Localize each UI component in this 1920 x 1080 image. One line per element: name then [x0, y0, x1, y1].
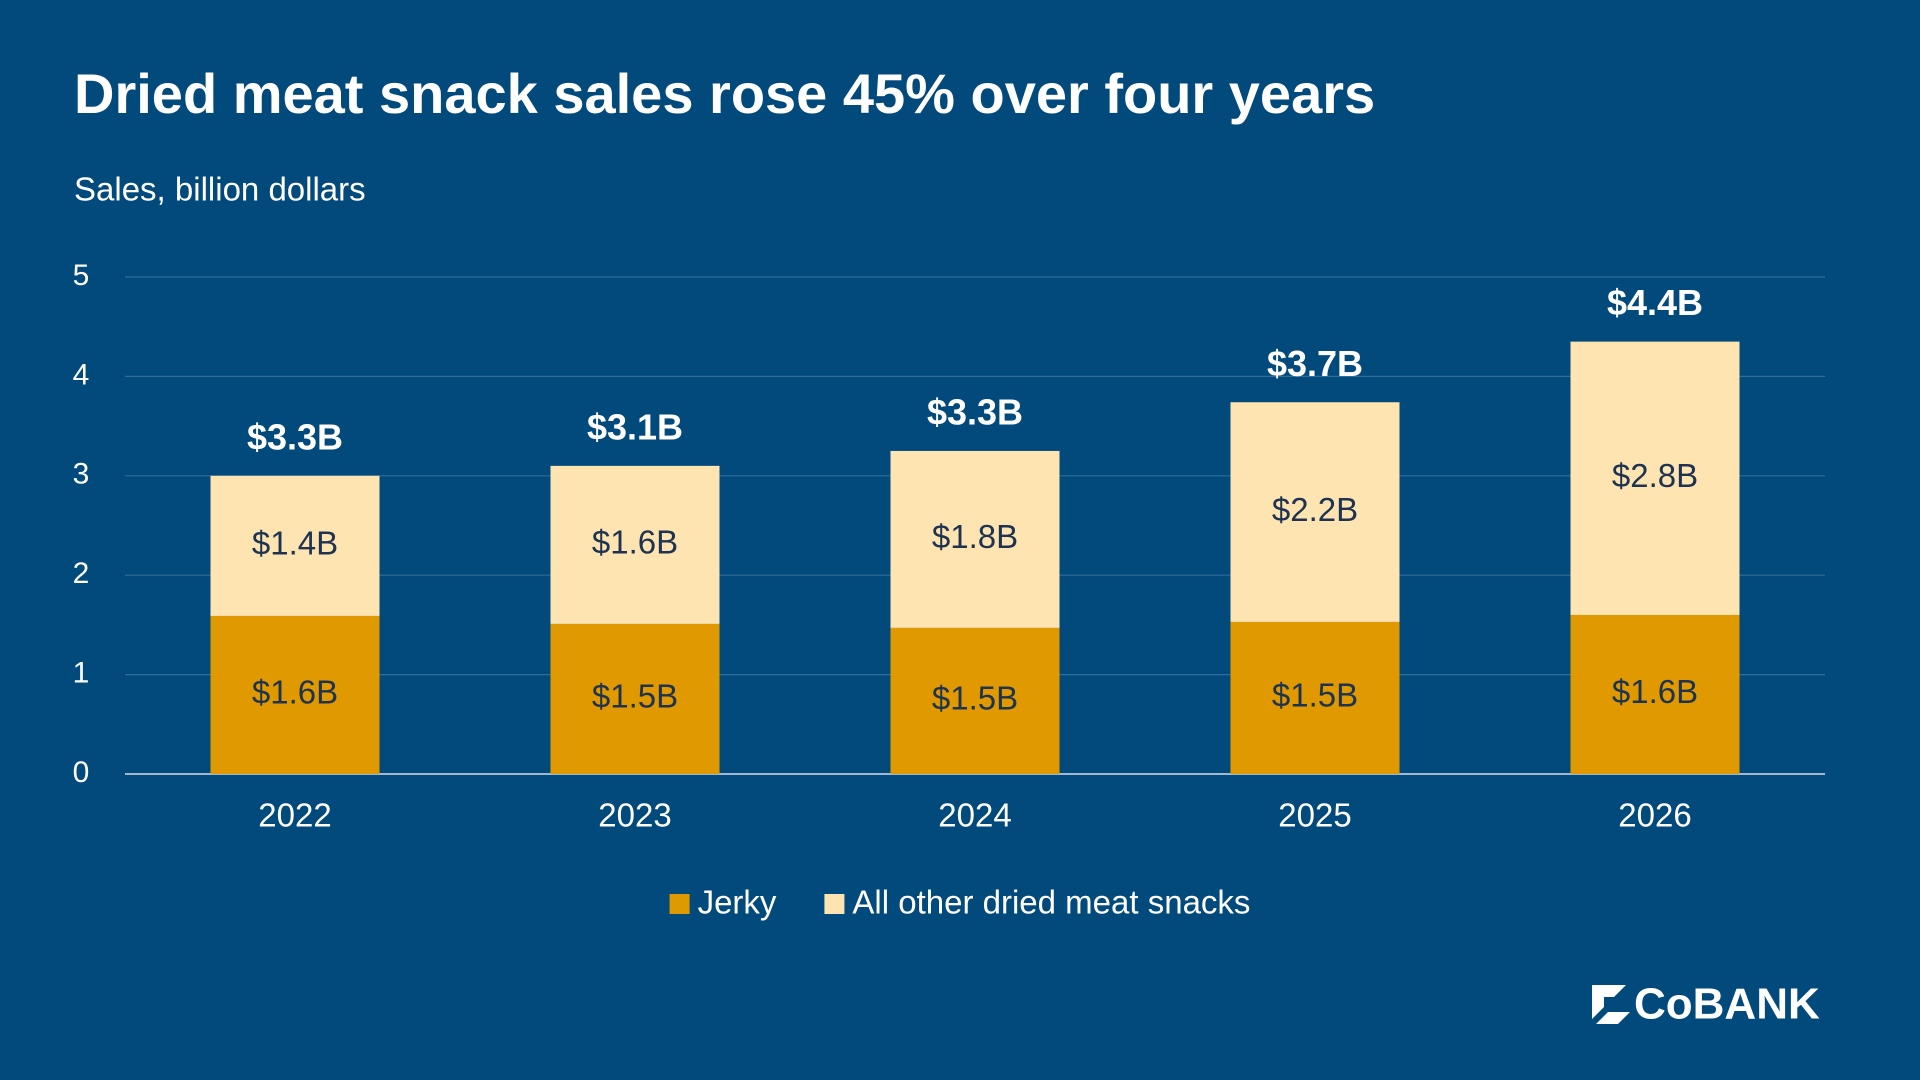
logo: CoBANK — [1592, 980, 1820, 1029]
bar-segment — [1230, 402, 1400, 622]
bar-segment — [1570, 341, 1740, 615]
value-label: $1.6B — [252, 674, 338, 711]
x-tick-label: 2024 — [938, 797, 1011, 834]
value-label: $1.6B — [592, 524, 678, 561]
x-tick-label: 2022 — [258, 797, 331, 834]
y-tick-label: 0 — [73, 756, 90, 789]
bar-segment — [1570, 614, 1740, 774]
value-label: $1.6B — [1612, 673, 1698, 710]
total-label: $4.4B — [1607, 282, 1703, 323]
logo-mark — [1592, 985, 1630, 1024]
bar-segment — [890, 450, 1060, 628]
x-tick-label: 2026 — [1618, 797, 1691, 834]
y-tick-label: 1 — [73, 657, 90, 690]
value-label: $1.8B — [932, 518, 1018, 555]
y-tick-label: 2 — [73, 557, 90, 590]
value-label: $1.5B — [592, 678, 678, 715]
x-tick-label: 2023 — [598, 797, 671, 834]
bar-segment — [550, 623, 720, 774]
bar-segment — [1230, 621, 1400, 774]
logo-text: CoBANK — [1634, 980, 1820, 1029]
legend-swatch — [824, 894, 845, 914]
chart-subtitle: Sales, billion dollars — [74, 171, 366, 208]
value-label: $2.2B — [1272, 491, 1358, 528]
legend-label: Jerky — [698, 884, 777, 921]
chart-title: Dried meat snack sales rose 45% over fou… — [74, 62, 1375, 125]
total-label: $3.7B — [1267, 343, 1363, 384]
value-label: $1.4B — [252, 525, 338, 562]
total-label: $3.3B — [247, 416, 343, 457]
y-tick-label: 3 — [73, 458, 90, 491]
total-label: $3.3B — [927, 391, 1023, 432]
bar-segment — [550, 465, 720, 624]
bar-segment — [890, 627, 1060, 774]
y-tick-label: 5 — [73, 259, 90, 292]
legend-label: All other dried meat snacks — [852, 884, 1250, 921]
value-label: $1.5B — [1272, 677, 1358, 714]
value-label: $2.8B — [1612, 457, 1698, 494]
legend-swatch — [669, 894, 690, 914]
bar-segment — [210, 615, 380, 774]
y-tick-label: 4 — [73, 358, 90, 391]
total-label: $3.1B — [587, 406, 683, 447]
x-tick-label: 2025 — [1278, 797, 1351, 834]
value-label: $1.5B — [932, 680, 1018, 717]
bar-segment — [210, 475, 380, 616]
